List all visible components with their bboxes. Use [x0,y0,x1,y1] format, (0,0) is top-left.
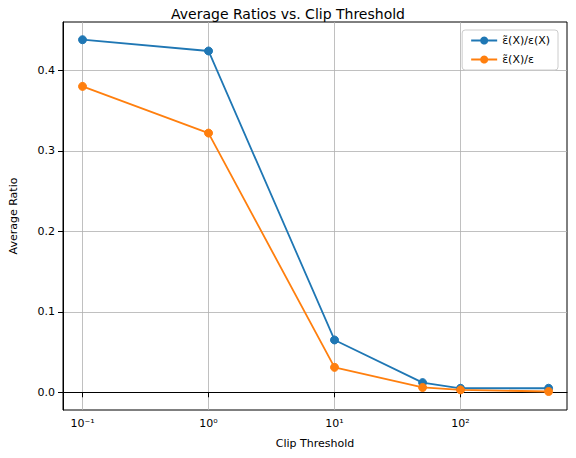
svg-text:0.1: 0.1 [38,305,56,318]
svg-text:10⁻¹: 10⁻¹ [70,417,94,430]
svg-text:Average Ratios vs. Clip Thresh: Average Ratios vs. Clip Threshold [171,6,405,22]
svg-text:ε̃(X)/ε(X): ε̃(X)/ε(X) [502,34,550,47]
svg-text:10⁰: 10⁰ [199,417,218,430]
svg-text:0.4: 0.4 [38,64,56,77]
svg-text:Clip Threshold: Clip Threshold [276,437,354,450]
svg-text:10¹: 10¹ [325,417,343,430]
svg-text:0.0: 0.0 [38,386,56,399]
svg-text:10²: 10² [451,417,469,430]
svg-text:ε̃(X)/ε: ε̃(X)/ε [502,53,534,66]
svg-text:0.2: 0.2 [38,225,56,238]
svg-text:Average Ratio: Average Ratio [7,177,20,254]
svg-text:0.3: 0.3 [38,144,56,157]
